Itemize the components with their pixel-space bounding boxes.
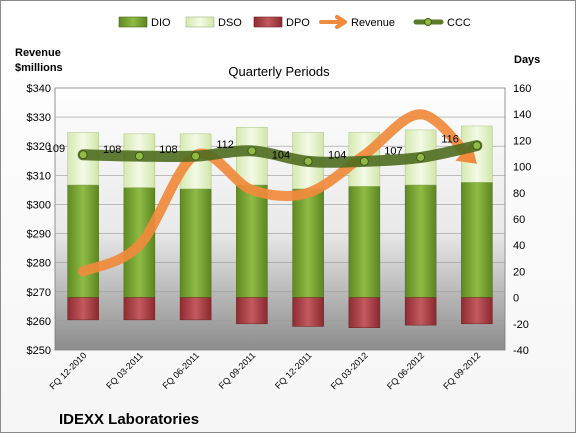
ccc-data-label: 116 [441, 134, 459, 146]
x-tick-label: FQ 09-2012 [441, 350, 482, 391]
bar-dio [461, 182, 493, 298]
bar-dpo [236, 297, 268, 325]
legend-swatch-dio [118, 16, 148, 28]
bar-dio [236, 184, 268, 298]
ccc-data-label: 112 [216, 139, 234, 151]
right-tick-label: -20 [513, 319, 529, 331]
right-tick-label: 120 [513, 135, 531, 147]
ccc-path [77, 140, 483, 168]
bar-dpo [292, 297, 324, 327]
right-tick-label: 80 [513, 188, 525, 200]
left-axis-ticks: $250 $260 $270 $280 $290 $300 $310 $320 $330 $340 [27, 83, 51, 357]
left-tick-label: $260 [27, 316, 51, 328]
legend-label-dio: DIO [151, 17, 171, 29]
right-tick-label: 100 [513, 162, 531, 174]
ccc-point [191, 151, 201, 161]
x-tick-label: FQ 03-2011 [104, 350, 145, 391]
ccc-point [134, 151, 144, 161]
left-tick-label: $340 [27, 83, 51, 95]
x-axis-labels: FQ 12-2010 FQ 03-2011 FQ 06-2011 FQ 09-2011… [48, 350, 483, 391]
x-tick-label: FQ 12-2011 [273, 350, 314, 391]
left-tick-label: $310 [27, 170, 51, 182]
left-axis-title-line2: $millions [15, 62, 63, 74]
bar-dpo [404, 297, 437, 326]
bar-dio [348, 186, 381, 298]
legend-label-dpo: DPO [286, 17, 310, 29]
right-axis-title: Days [514, 54, 540, 66]
left-tick-label: $330 [27, 112, 51, 124]
left-tick-label: $290 [27, 229, 51, 241]
bar-dpo [461, 297, 493, 325]
legend-swatch-revenue [319, 15, 347, 29]
right-tick-label: 0 [513, 293, 519, 305]
right-tick-label: 60 [513, 214, 525, 226]
ccc-point [359, 156, 369, 166]
bar-dpo [179, 297, 212, 321]
right-tick-label: 40 [513, 240, 525, 252]
left-tick-label: $250 [27, 345, 51, 357]
ccc-data-label: 104 [328, 149, 346, 161]
bar-dpo [67, 297, 99, 321]
right-tick-label: 20 [513, 266, 525, 278]
left-tick-label: $320 [27, 141, 51, 153]
ccc-point [472, 141, 482, 151]
legend-marker-ccc [424, 18, 432, 26]
ccc-line: 109 108 108 112 104 104 107 116 [47, 134, 483, 168]
right-tick-label: 140 [513, 109, 531, 121]
bar-dpo [123, 297, 156, 321]
ccc-data-label: 108 [103, 144, 121, 156]
legend-swatch-dso [185, 16, 215, 28]
x-tick-label: FQ 09-2011 [217, 350, 258, 391]
legend-label-revenue: Revenue [351, 17, 395, 29]
ccc-point [247, 146, 257, 156]
bar-dpo [348, 297, 381, 328]
ccc-data-label: 108 [159, 144, 177, 156]
x-tick-label: FQ 03-2012 [329, 350, 370, 391]
x-tick-label: FQ 06-2012 [385, 350, 426, 391]
ccc-point [303, 156, 313, 166]
x-tick-label: FQ 12-2010 [48, 350, 89, 391]
x-tick-label: FQ 06-2011 [160, 350, 201, 391]
bar-dio [292, 188, 324, 298]
left-tick-label: $300 [27, 199, 51, 211]
right-tick-label: 160 [513, 83, 531, 95]
legend-label-ccc: CCC [447, 17, 471, 29]
legend: DIO DSO DPO Revenue CCC [118, 15, 471, 29]
legend-swatch-dpo [253, 16, 283, 28]
revenue-path [78, 109, 475, 277]
ccc-data-label: 107 [384, 145, 402, 157]
right-tick-label: -40 [513, 345, 529, 357]
left-tick-label: $270 [27, 287, 51, 299]
ccc-point [416, 152, 426, 162]
right-axis-ticks: -40 -20 0 20 40 60 80 100 120 140 160 [513, 83, 531, 357]
bar-dio [67, 184, 99, 298]
legend-label-dso: DSO [218, 17, 242, 29]
left-axis-title-line1: Revenue [15, 47, 61, 59]
ccc-data-label: 109 [47, 143, 65, 155]
company-name: IDEXX Laboratories [59, 411, 199, 428]
chart-title: Quarterly Periods [228, 64, 330, 79]
ccc-point [78, 150, 88, 160]
left-tick-label: $280 [27, 258, 51, 270]
ccc-data-label: 104 [272, 149, 290, 161]
bar-dio [179, 188, 212, 298]
bar-dio [404, 184, 437, 298]
